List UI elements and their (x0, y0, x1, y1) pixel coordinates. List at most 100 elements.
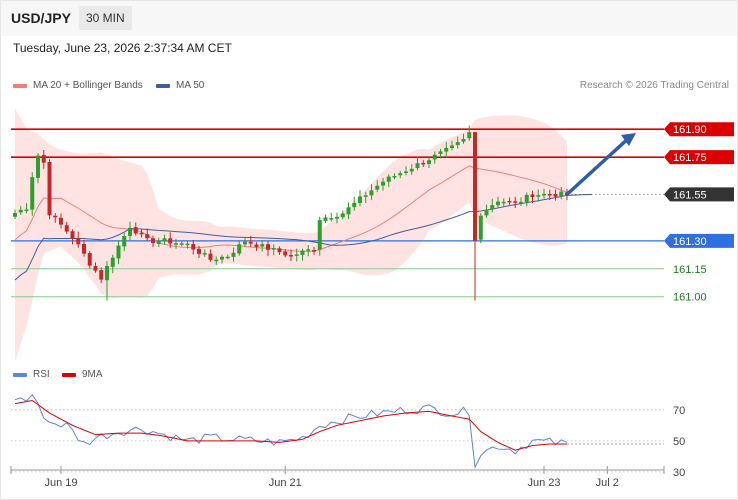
candle-body (300, 250, 305, 255)
level-label-161.00: 161.00 (673, 292, 707, 304)
candle-body (404, 171, 408, 173)
candle-body (162, 238, 167, 242)
ma9-swatch (62, 372, 76, 377)
candle-body (352, 202, 357, 208)
candle-body (392, 176, 397, 178)
candle-body (438, 151, 443, 155)
legend-9ma-label: 9MA (82, 369, 103, 380)
candle-body (13, 213, 17, 217)
candle-body (386, 176, 391, 182)
candle-body (41, 155, 46, 163)
rsi-line (14, 393, 568, 469)
candle-body (202, 253, 207, 255)
candle-body (507, 200, 512, 203)
candle-body (260, 244, 265, 247)
candle-body (375, 185, 380, 190)
candle-body (294, 254, 299, 256)
candle-body (82, 243, 86, 254)
candle-body (139, 232, 144, 235)
candle-body (24, 209, 29, 212)
candle-body (53, 215, 58, 218)
candle-body (519, 201, 523, 204)
candle-body (168, 238, 173, 244)
candle-body (243, 241, 247, 245)
timestamp: Tuesday, June 23, 2026 2:37:34 AM CET (13, 41, 232, 55)
credit-text: Research © 2026 Trading Central (579, 80, 729, 91)
x-tick-Jun 19: Jun 19 (44, 477, 77, 489)
candle-body (450, 145, 454, 149)
candle-body (36, 155, 40, 178)
candle-body (530, 194, 535, 198)
level-tag-161.90 (664, 122, 734, 137)
level-label-161.75: 161.75 (673, 152, 707, 164)
candle-body (197, 249, 201, 254)
bollinger-band (15, 108, 567, 362)
candle-body (484, 209, 489, 216)
candle-body (47, 161, 52, 216)
ma50-swatch (156, 83, 170, 88)
candle-body (208, 253, 213, 260)
candle-body (185, 243, 190, 246)
candle-body (30, 177, 35, 210)
candle-body (340, 213, 345, 218)
level-tag-161.55 (664, 187, 734, 202)
candle-body (496, 201, 500, 206)
rsi-tick-70: 70 (673, 405, 685, 417)
candle-body (191, 244, 196, 250)
candle-body (369, 190, 374, 196)
x-tick-Jun 21: Jun 21 (269, 477, 302, 489)
candle-body (323, 217, 328, 221)
legend-ma50: MA 50 (156, 80, 204, 91)
forecast-arrow-head (621, 132, 636, 146)
legend-rsi: RSI (13, 369, 50, 380)
rsi-swatch (13, 372, 27, 377)
candle-body (329, 218, 334, 220)
candle-body (93, 266, 98, 271)
candle-body (409, 168, 414, 172)
candle-body (478, 215, 483, 240)
candle-body (513, 201, 518, 203)
candle-body (490, 205, 495, 210)
candle-body (179, 243, 184, 245)
level-label-161.90: 161.90 (673, 124, 707, 136)
candle-body (363, 195, 368, 197)
level-tag-161.30 (664, 233, 734, 248)
candle-body (266, 244, 270, 250)
candle-body (335, 216, 339, 219)
candle-body (444, 148, 449, 152)
level-label-161.30: 161.30 (673, 236, 707, 248)
candle-body (122, 235, 127, 247)
legend-ma20: MA 20 + Bollinger Bands (13, 80, 143, 91)
candle-body (427, 160, 431, 164)
candle-body (174, 243, 178, 245)
candle-body (128, 227, 132, 236)
candle-body (346, 207, 351, 215)
candle-body (116, 245, 121, 259)
candle-body (553, 193, 558, 197)
candle-body (415, 163, 420, 169)
candle-body (59, 217, 63, 225)
candle-body (358, 196, 362, 203)
candle-body (225, 256, 230, 259)
candle-body (237, 244, 242, 254)
candle-body (547, 193, 552, 196)
candle-body (214, 259, 219, 262)
legend-9ma: 9MA (62, 369, 103, 380)
rsi-tick-30: 30 (673, 467, 685, 479)
level-label-161.15: 161.15 (673, 264, 707, 276)
candle-body (501, 201, 506, 204)
forecast-arrow (565, 135, 632, 197)
candle-body (432, 154, 437, 160)
x-tick-Jul 2: Jul 2 (596, 477, 619, 489)
candle-body (220, 256, 224, 260)
candle-body (306, 249, 311, 251)
ma50-extension (566, 193, 593, 196)
legend-ma50-label: MA 50 (176, 80, 205, 91)
timeframe-button[interactable]: 30 MIN (79, 6, 132, 30)
ma20-swatch (13, 83, 27, 88)
candle-body (248, 241, 253, 244)
candle-body (18, 209, 23, 213)
candle-body (461, 139, 466, 142)
